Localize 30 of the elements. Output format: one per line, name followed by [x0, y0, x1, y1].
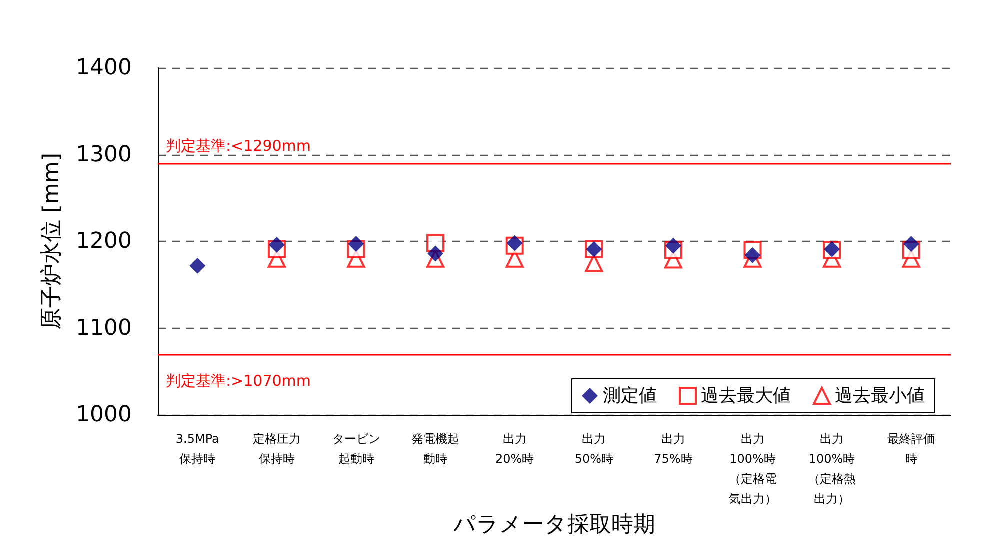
point	[348, 236, 364, 252]
ref-line-label: 判定基準:>1070mm	[166, 372, 312, 390]
point	[428, 246, 444, 262]
x-tick-label: 出力100%時（定格熱出力）	[808, 432, 856, 506]
x-tick-label: 3.5MPa保持時	[176, 432, 220, 466]
y-tick-label: 1300	[76, 142, 132, 168]
x-tick-label: 出力20%時	[496, 432, 534, 466]
point	[744, 247, 761, 264]
point	[903, 236, 920, 252]
y-tick-label: 1100	[76, 316, 132, 341]
x-tick-label: 最終評価時	[887, 432, 936, 466]
legend-label: 過去最大値	[701, 386, 791, 406]
point	[506, 235, 523, 252]
legend-label: 過去最小値	[835, 386, 925, 406]
x-tick-label: 発電機起動時	[412, 432, 460, 466]
x-tick-label: 定格圧力保持時	[252, 432, 301, 466]
point	[268, 237, 285, 254]
x-tick-label: 出力75%時	[654, 432, 693, 466]
x-axis-title: パラメータ採取時期	[452, 512, 656, 538]
y-tick-label: 1000	[76, 402, 132, 428]
x-tick-label: タービン起動時	[332, 432, 380, 466]
x-tick-label: 出力50%時	[574, 432, 614, 466]
y-axis-title: 原子炉水位 [mm]	[40, 153, 64, 330]
ref-line-label: 判定基準:<1290mm	[166, 136, 312, 155]
y-tick-label: 1200	[76, 229, 132, 254]
point	[665, 238, 682, 254]
point	[190, 258, 206, 274]
y-tick-label: 1400	[76, 56, 132, 80]
legend-label: 測定値	[603, 386, 657, 406]
x-tick-label: 出力100%時（定格電気出力）	[728, 432, 777, 506]
